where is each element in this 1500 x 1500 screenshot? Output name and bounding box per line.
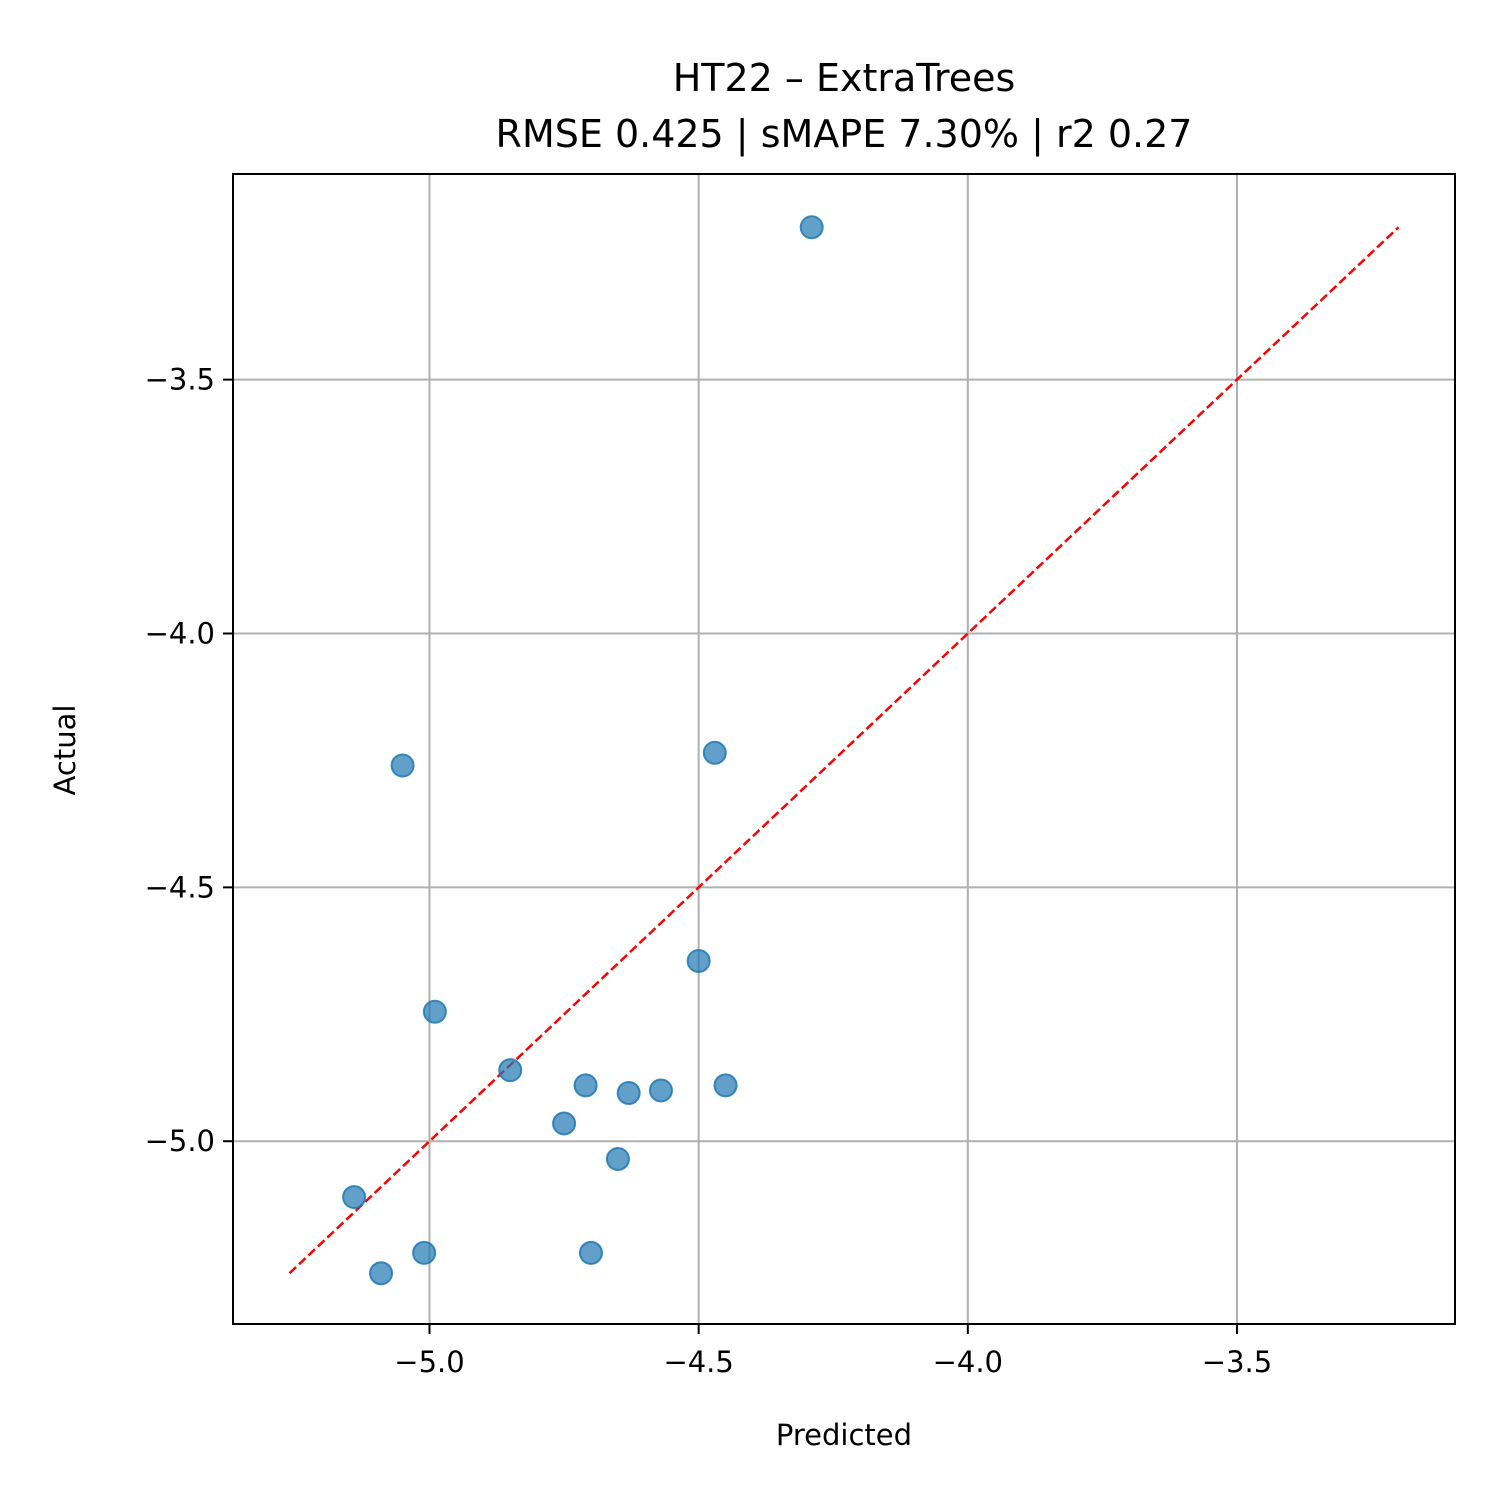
chart-title: HT22 – ExtraTrees bbox=[673, 56, 1016, 100]
grid bbox=[233, 174, 1455, 1324]
ticks: −5.0 −4.5 −4.0 −3.5 −5.0 −4.5 −4.0 −3.5 bbox=[145, 363, 1273, 1379]
y-tick-label: −3.5 bbox=[145, 363, 215, 397]
reference-line bbox=[288, 226, 1400, 1275]
x-tick-label: −5.0 bbox=[394, 1345, 464, 1379]
data-point bbox=[342, 1185, 367, 1210]
reference-line-layer bbox=[288, 226, 1400, 1275]
x-tick-label: −4.0 bbox=[933, 1345, 1003, 1379]
data-point bbox=[605, 1146, 630, 1171]
data-point bbox=[616, 1080, 641, 1105]
y-tick-label: −4.5 bbox=[145, 870, 215, 904]
chart-subtitle: RMSE 0.425 | sMAPE 7.30% | r2 0.27 bbox=[496, 112, 1193, 157]
data-point bbox=[390, 753, 415, 778]
y-tick-label: −5.0 bbox=[145, 1124, 215, 1158]
data-point bbox=[702, 740, 727, 765]
x-tick-label: −3.5 bbox=[1202, 1345, 1272, 1379]
data-point bbox=[686, 948, 711, 973]
data-point bbox=[578, 1240, 603, 1265]
plot-frame bbox=[232, 173, 1456, 1325]
data-point bbox=[412, 1240, 437, 1265]
data-point bbox=[573, 1073, 598, 1098]
data-point bbox=[713, 1073, 738, 1098]
data-point bbox=[422, 999, 447, 1024]
points-layer bbox=[342, 215, 824, 1286]
data-point bbox=[552, 1111, 577, 1136]
data-point bbox=[648, 1078, 673, 1103]
y-axis-label: Actual bbox=[48, 705, 82, 796]
x-tick-label: −4.5 bbox=[663, 1345, 733, 1379]
data-point bbox=[799, 215, 824, 240]
data-point bbox=[369, 1261, 394, 1286]
x-axis-label: Predicted bbox=[776, 1418, 912, 1452]
y-tick-label: −4.0 bbox=[145, 616, 215, 650]
data-point bbox=[498, 1058, 523, 1083]
